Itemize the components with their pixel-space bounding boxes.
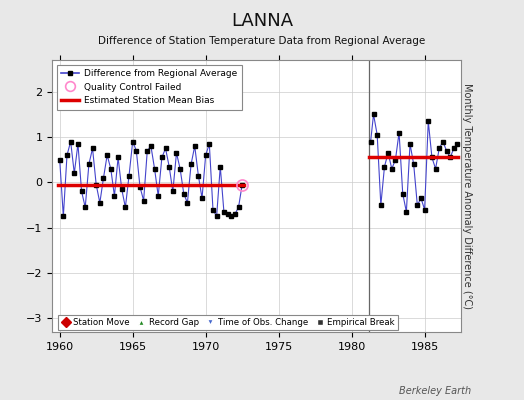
Legend: Station Move, Record Gap, Time of Obs. Change, Empirical Break: Station Move, Record Gap, Time of Obs. C… — [58, 314, 398, 330]
Text: LANNA: LANNA — [231, 12, 293, 30]
Y-axis label: Monthly Temperature Anomaly Difference (°C): Monthly Temperature Anomaly Difference (… — [462, 83, 472, 309]
Text: Difference of Station Temperature Data from Regional Average: Difference of Station Temperature Data f… — [99, 36, 425, 46]
Text: Berkeley Earth: Berkeley Earth — [399, 386, 472, 396]
